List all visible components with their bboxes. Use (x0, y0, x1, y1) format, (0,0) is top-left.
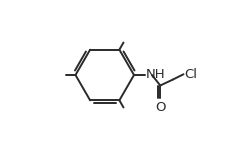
Text: NH: NH (145, 69, 165, 81)
Text: O: O (154, 101, 165, 114)
Text: Cl: Cl (183, 68, 196, 81)
